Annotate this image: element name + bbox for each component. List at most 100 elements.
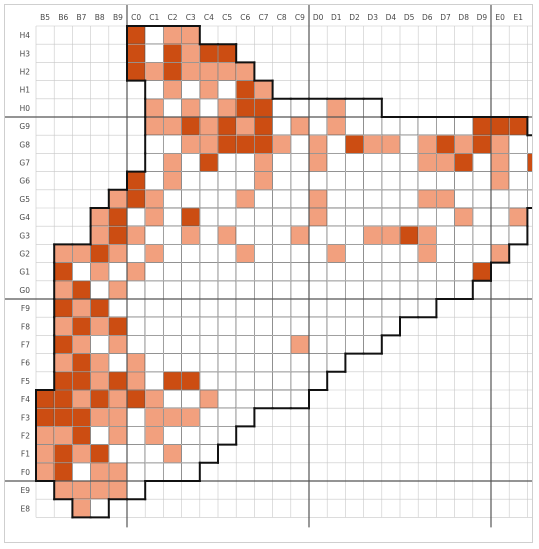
- grid-cell-G5-D5: [399, 189, 419, 209]
- grid-cell-F8-B8: [90, 316, 110, 336]
- grid-cell-G9-D6: [417, 116, 437, 136]
- grid-cell-G9-C5: [217, 116, 237, 136]
- grid-cell-G3-D2: [344, 225, 364, 245]
- grid-cell-F2-B8: [90, 425, 110, 445]
- grid-cell-G5-D0: [308, 189, 328, 209]
- grid-cell-G2-C8: [272, 243, 292, 263]
- row-label-F7: F7: [21, 341, 30, 350]
- grid-cell-G8-D2: [344, 134, 364, 154]
- grid-cell-G7-D6: [417, 152, 437, 172]
- grid-cell-F7-C8: [272, 334, 292, 354]
- grid-cell-G1-D0: [308, 262, 328, 282]
- grid-cell-G9-C6: [235, 116, 255, 136]
- grid-cell-F7-D0: [308, 334, 328, 354]
- grid-cell-G0-D0: [308, 280, 328, 300]
- grid-cell-G9-D7: [435, 116, 455, 136]
- grid-cell-F1-C1: [144, 444, 164, 464]
- column-label-E0: E0: [495, 13, 505, 22]
- row-labels: H4 H3 H2 H1 H0 G9 G8 G7 G6 G5 G4 G3 G2 G1 G0 F9 F8 F7 F6 F5…: [19, 31, 30, 513]
- grid-cell-G0-D5: [399, 280, 419, 300]
- grid-cell-G2-D5: [399, 243, 419, 263]
- row-label-F5: F5: [21, 377, 30, 386]
- grid-cell-G2-D4: [381, 243, 401, 263]
- grid-cell-F7-D3: [363, 334, 383, 354]
- grid-cell-G1-C0: [126, 262, 146, 282]
- grid-cell-F8-C0: [126, 316, 146, 336]
- grid-cell-F8-C2: [162, 316, 182, 336]
- grid-cell-F4-B7: [72, 389, 92, 409]
- grid-cell-G7-C8: [272, 152, 292, 172]
- grid-cell-G2-D1: [326, 243, 346, 263]
- grid-cell-F4-C0: [126, 389, 146, 409]
- grid-cell-G6-C9: [290, 171, 310, 191]
- grid-cell-G3-D0: [308, 225, 328, 245]
- grid-cell-G9-E1: [508, 116, 528, 136]
- grid-cell-F7-C1: [144, 334, 164, 354]
- grid-cell-G7-C2: [162, 152, 182, 172]
- grid-cell-F4-C6: [235, 389, 255, 409]
- grid-cell-G2-C7: [253, 243, 273, 263]
- grid-cell-G9-D8: [454, 116, 474, 136]
- grid-cell-F4-C5: [217, 389, 237, 409]
- grid-cell-G5-C8: [272, 189, 292, 209]
- grid-cell-H4-C3: [181, 25, 201, 45]
- grid-cell-H2-C4: [199, 62, 219, 82]
- grid-cell-F3-C0: [126, 407, 146, 427]
- grid-cell-F6-C3: [181, 353, 201, 373]
- grid-cell-H0-D2: [344, 98, 364, 118]
- column-label-C1: C1: [149, 13, 159, 22]
- grid-cell-G9-D4: [381, 116, 401, 136]
- grid-cell-G6-E2: [527, 171, 532, 191]
- grid-cell-F6-B7: [72, 353, 92, 373]
- grid-cell-H2-C2: [162, 62, 182, 82]
- grid-cell-F3-C5: [217, 407, 237, 427]
- grid-cell-G6-E1: [508, 171, 528, 191]
- row-label-G1: G1: [19, 268, 30, 277]
- grid-cell-G3-D9: [472, 225, 492, 245]
- grid-cell-G3-C2: [162, 225, 182, 245]
- grid-cell-G2-C3: [181, 243, 201, 263]
- grid-cell-G6-D7: [435, 171, 455, 191]
- grid-cell-H3-C5: [217, 43, 237, 63]
- grid-cell-F5-B7: [72, 371, 92, 391]
- grid-cell-F8-D2: [344, 316, 364, 336]
- row-label-H3: H3: [20, 49, 31, 58]
- grid-cell-F5-B8: [90, 371, 110, 391]
- grid-cell-H2-C3: [181, 62, 201, 82]
- grid-cell-G1-C3: [181, 262, 201, 282]
- grid-cell-F8-C8: [272, 316, 292, 336]
- grid-cell-E9-C0: [126, 480, 146, 500]
- grid-cell-F8-C1: [144, 316, 164, 336]
- column-label-C6: C6: [240, 13, 250, 22]
- grid-cell-G6-D5: [399, 171, 419, 191]
- grid-cell-F2-C5: [217, 425, 237, 445]
- grid-cell-H2-C0: [126, 62, 146, 82]
- row-label-F1: F1: [21, 450, 30, 459]
- grid-cell-H0-C3: [181, 98, 201, 118]
- grid-cell-F9-C7: [253, 298, 273, 318]
- grid-cell-G6-C7: [253, 171, 273, 191]
- grid-cell-F8-C5: [217, 316, 237, 336]
- grid-cell-F7-B8: [90, 334, 110, 354]
- grid-cell-F6-C8: [272, 353, 292, 373]
- grid-cell-E9-B7: [72, 480, 92, 500]
- grid-cell-G4-B9: [108, 207, 128, 227]
- grid-cell-G4-B8: [90, 207, 110, 227]
- grid-cell-G7-C3: [181, 152, 201, 172]
- grid-cell-F4-C4: [199, 389, 219, 409]
- column-label-D2: D2: [349, 13, 360, 22]
- grid-cell-G1-D6: [417, 262, 437, 282]
- grid-cell-G2-D9: [472, 243, 492, 263]
- row-label-E9: E9: [20, 486, 30, 495]
- grid-cell-F2-B6: [53, 425, 73, 445]
- grid-cell-H3-C3: [181, 43, 201, 63]
- column-label-B6: B6: [58, 13, 68, 22]
- grid-cell-G1-C2: [162, 262, 182, 282]
- grid-cell-G1-B8: [90, 262, 110, 282]
- row-label-F0: F0: [21, 468, 30, 477]
- grid-cell-F3-B8: [90, 407, 110, 427]
- grid-cell-F9-D2: [344, 298, 364, 318]
- grid-cell-G7-D8: [454, 152, 474, 172]
- grid-cell-F2-C2: [162, 425, 182, 445]
- grid-cell-G6-C5: [217, 171, 237, 191]
